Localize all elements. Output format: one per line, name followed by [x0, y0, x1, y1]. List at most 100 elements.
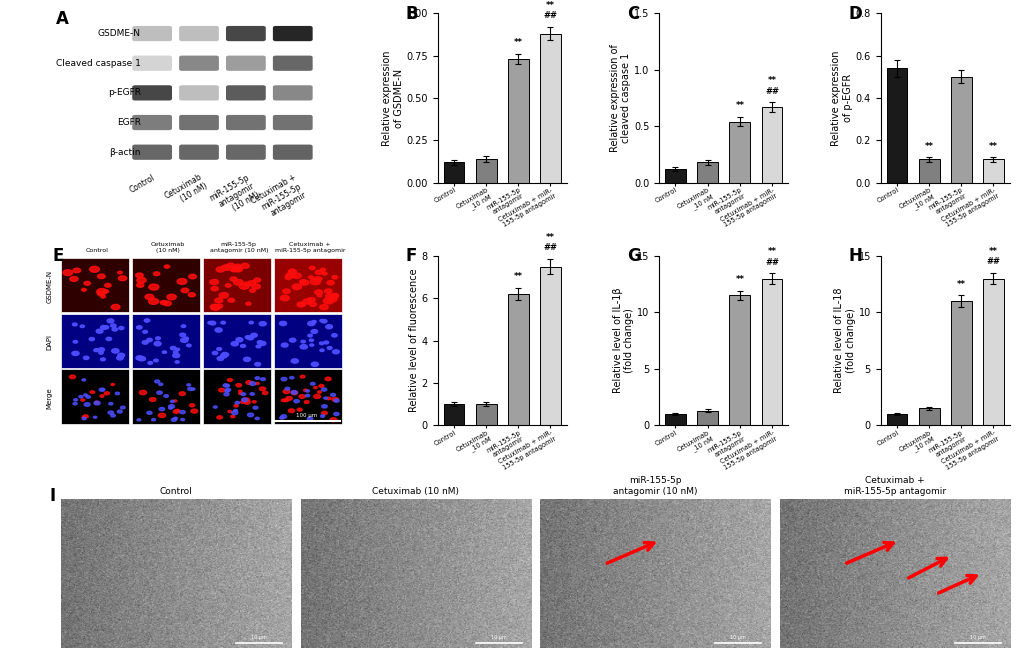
- Circle shape: [240, 393, 246, 395]
- Text: D: D: [848, 5, 861, 22]
- Circle shape: [292, 273, 301, 278]
- Text: 10 μm: 10 μm: [730, 635, 745, 640]
- Circle shape: [117, 353, 124, 358]
- Circle shape: [297, 302, 305, 307]
- Circle shape: [63, 270, 72, 276]
- Bar: [475, 159, 496, 182]
- Text: **: **: [988, 141, 997, 151]
- Bar: [61, 313, 129, 368]
- Text: 10 μm: 10 μm: [251, 635, 267, 640]
- Circle shape: [304, 389, 307, 391]
- Circle shape: [82, 417, 87, 420]
- Circle shape: [181, 288, 189, 293]
- Circle shape: [288, 409, 294, 412]
- Bar: [443, 163, 464, 182]
- Circle shape: [120, 406, 125, 409]
- Circle shape: [314, 277, 321, 281]
- Circle shape: [321, 388, 326, 391]
- Text: Control: Control: [127, 173, 157, 194]
- Circle shape: [213, 406, 217, 408]
- Circle shape: [84, 394, 88, 396]
- Circle shape: [186, 384, 191, 386]
- Circle shape: [189, 293, 195, 297]
- Circle shape: [285, 273, 294, 278]
- Circle shape: [281, 399, 285, 402]
- Circle shape: [215, 298, 222, 303]
- Circle shape: [150, 398, 156, 401]
- FancyBboxPatch shape: [179, 145, 219, 160]
- Circle shape: [137, 326, 142, 329]
- Circle shape: [240, 401, 245, 403]
- Text: C: C: [627, 5, 639, 22]
- Circle shape: [99, 352, 103, 354]
- Text: Control: Control: [86, 247, 108, 253]
- Circle shape: [279, 416, 283, 419]
- Circle shape: [250, 393, 254, 395]
- Circle shape: [289, 377, 293, 379]
- Circle shape: [284, 387, 289, 390]
- Circle shape: [105, 284, 111, 287]
- Circle shape: [111, 305, 120, 309]
- Circle shape: [115, 392, 119, 395]
- Circle shape: [223, 266, 230, 270]
- FancyBboxPatch shape: [132, 145, 172, 160]
- Circle shape: [255, 362, 261, 366]
- Circle shape: [136, 356, 143, 360]
- Circle shape: [230, 266, 239, 272]
- Bar: [539, 34, 560, 182]
- Circle shape: [143, 330, 148, 333]
- Text: E: E: [53, 247, 64, 266]
- Circle shape: [86, 395, 91, 398]
- Circle shape: [210, 304, 219, 309]
- Circle shape: [289, 269, 294, 272]
- Circle shape: [82, 288, 87, 292]
- Circle shape: [298, 303, 304, 307]
- Circle shape: [248, 413, 254, 416]
- Circle shape: [330, 418, 336, 422]
- Circle shape: [321, 405, 327, 408]
- Circle shape: [235, 401, 239, 404]
- Circle shape: [106, 337, 111, 340]
- Circle shape: [225, 389, 229, 392]
- Circle shape: [333, 399, 339, 402]
- Circle shape: [259, 322, 266, 326]
- Circle shape: [136, 273, 143, 278]
- Text: **
##: ** ##: [764, 247, 779, 266]
- Circle shape: [227, 410, 231, 412]
- Circle shape: [90, 266, 99, 272]
- Text: **
##: ** ##: [543, 233, 557, 253]
- Text: p-EGFR: p-EGFR: [108, 89, 141, 97]
- Circle shape: [323, 341, 328, 344]
- Circle shape: [225, 385, 229, 387]
- Bar: [274, 313, 342, 368]
- Circle shape: [293, 399, 299, 403]
- Circle shape: [327, 280, 334, 285]
- Circle shape: [140, 391, 147, 395]
- Circle shape: [231, 342, 238, 346]
- Circle shape: [242, 398, 248, 402]
- Text: B: B: [405, 5, 418, 22]
- Circle shape: [154, 342, 161, 346]
- Circle shape: [333, 412, 338, 416]
- Circle shape: [239, 284, 249, 290]
- Circle shape: [281, 377, 286, 381]
- Text: Merge: Merge: [47, 387, 53, 409]
- Circle shape: [100, 325, 107, 329]
- Circle shape: [325, 325, 332, 329]
- Circle shape: [211, 286, 218, 291]
- Bar: [132, 369, 200, 424]
- Circle shape: [248, 281, 256, 286]
- Circle shape: [112, 328, 117, 331]
- Text: Cetuximab
(10 nM): Cetuximab (10 nM): [163, 173, 209, 210]
- Circle shape: [285, 276, 291, 280]
- Circle shape: [308, 276, 313, 279]
- Circle shape: [170, 400, 174, 403]
- Circle shape: [308, 297, 315, 302]
- Circle shape: [158, 413, 165, 418]
- Circle shape: [312, 321, 316, 323]
- Circle shape: [180, 338, 187, 342]
- Circle shape: [256, 382, 259, 385]
- Circle shape: [249, 321, 253, 324]
- FancyBboxPatch shape: [226, 85, 266, 100]
- Circle shape: [216, 304, 222, 308]
